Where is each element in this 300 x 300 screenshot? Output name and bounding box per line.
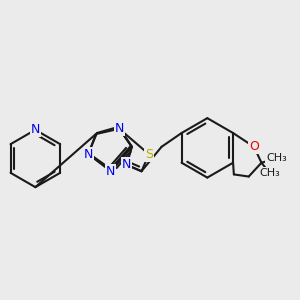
Text: O: O	[249, 140, 259, 153]
Text: N: N	[115, 122, 124, 135]
Text: N: N	[84, 148, 93, 161]
Text: N: N	[31, 123, 40, 136]
Text: N: N	[106, 165, 116, 178]
Text: S: S	[145, 148, 153, 161]
Text: N: N	[122, 158, 131, 171]
Text: CH₃: CH₃	[266, 154, 287, 164]
Text: CH₃: CH₃	[260, 168, 280, 178]
